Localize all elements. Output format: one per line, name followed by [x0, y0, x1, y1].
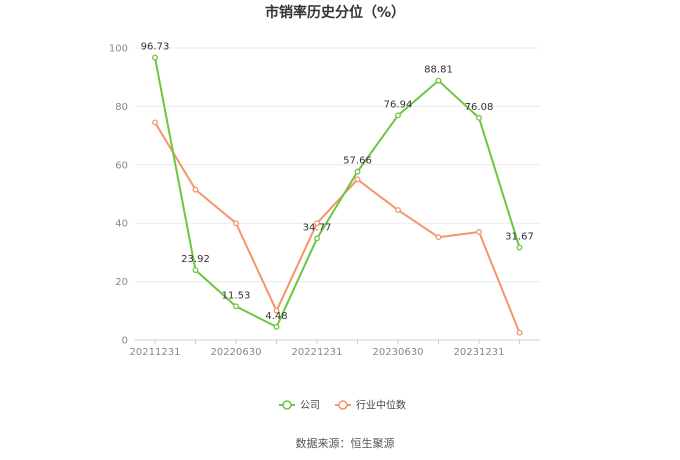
- data-label: 76.94: [384, 99, 413, 110]
- y-tick-label: 80: [115, 102, 128, 113]
- data-label: 11.53: [222, 290, 251, 301]
- data-label: 23.92: [181, 254, 210, 265]
- legend-label: 公司: [300, 401, 320, 412]
- series-line: [154, 121, 521, 334]
- data-label: 4.48: [265, 311, 287, 322]
- data-point: [354, 168, 361, 175]
- data-point: [152, 119, 158, 126]
- data-point: [516, 329, 523, 336]
- x-tick-label: 20231231: [454, 347, 505, 358]
- data-point: [516, 244, 523, 251]
- data-labels: 96.73 23.92 11.53 4.48 34.77 57.66 76.94 88.81 7…: [141, 42, 534, 322]
- legend-label: 行业中位数: [356, 399, 406, 412]
- series-line: [154, 57, 521, 328]
- legend-swatch-marker: [282, 400, 292, 410]
- x-tick-label: 20220630: [211, 347, 262, 358]
- data-point: [314, 235, 320, 242]
- data-label: 34.77: [303, 222, 332, 233]
- y-tick-label: 0: [122, 336, 128, 347]
- data-point: [435, 234, 442, 241]
- y-tick-label: 20: [115, 277, 128, 288]
- data-point: [273, 323, 280, 330]
- data-point: [192, 186, 199, 193]
- y-tick-label: 60: [115, 160, 128, 171]
- y-tick-label: 40: [115, 219, 128, 230]
- data-point: [435, 77, 442, 84]
- legend-swatch-marker: [338, 400, 348, 410]
- data-label: 57.66: [343, 156, 372, 167]
- data-point: [192, 267, 199, 274]
- data-point: [476, 114, 482, 121]
- x-axis: 20211231 20220630 20221231 20230630 20231231: [130, 340, 520, 358]
- data-point: [395, 112, 401, 119]
- grid: [135, 47, 540, 341]
- legend[interactable]: 公司 行业中位数: [279, 399, 406, 412]
- data-label: 96.73: [141, 42, 170, 53]
- x-tick-label: 20221231: [292, 347, 343, 358]
- data-label: 88.81: [424, 65, 453, 76]
- series-layer: [152, 54, 523, 336]
- data-point: [152, 54, 158, 61]
- x-tick-label: 20230630: [373, 347, 424, 358]
- data-point: [314, 220, 320, 227]
- data-point: [395, 207, 401, 214]
- y-tick-label: 100: [109, 44, 128, 55]
- data-point: [273, 307, 280, 314]
- y-axis: 0 20 40 60 80 100: [109, 44, 128, 347]
- data-point: [233, 303, 239, 310]
- x-tick-label: 20211231: [130, 347, 181, 358]
- data-point: [476, 229, 482, 235]
- data-point: [354, 176, 361, 183]
- data-point: [233, 220, 239, 227]
- data-label: 76.08: [465, 102, 494, 113]
- source-note: 数据来源：恒生聚源: [296, 436, 395, 450]
- chart-title: 市销率历史分位（%）: [265, 4, 405, 21]
- data-label: 31.67: [505, 232, 534, 243]
